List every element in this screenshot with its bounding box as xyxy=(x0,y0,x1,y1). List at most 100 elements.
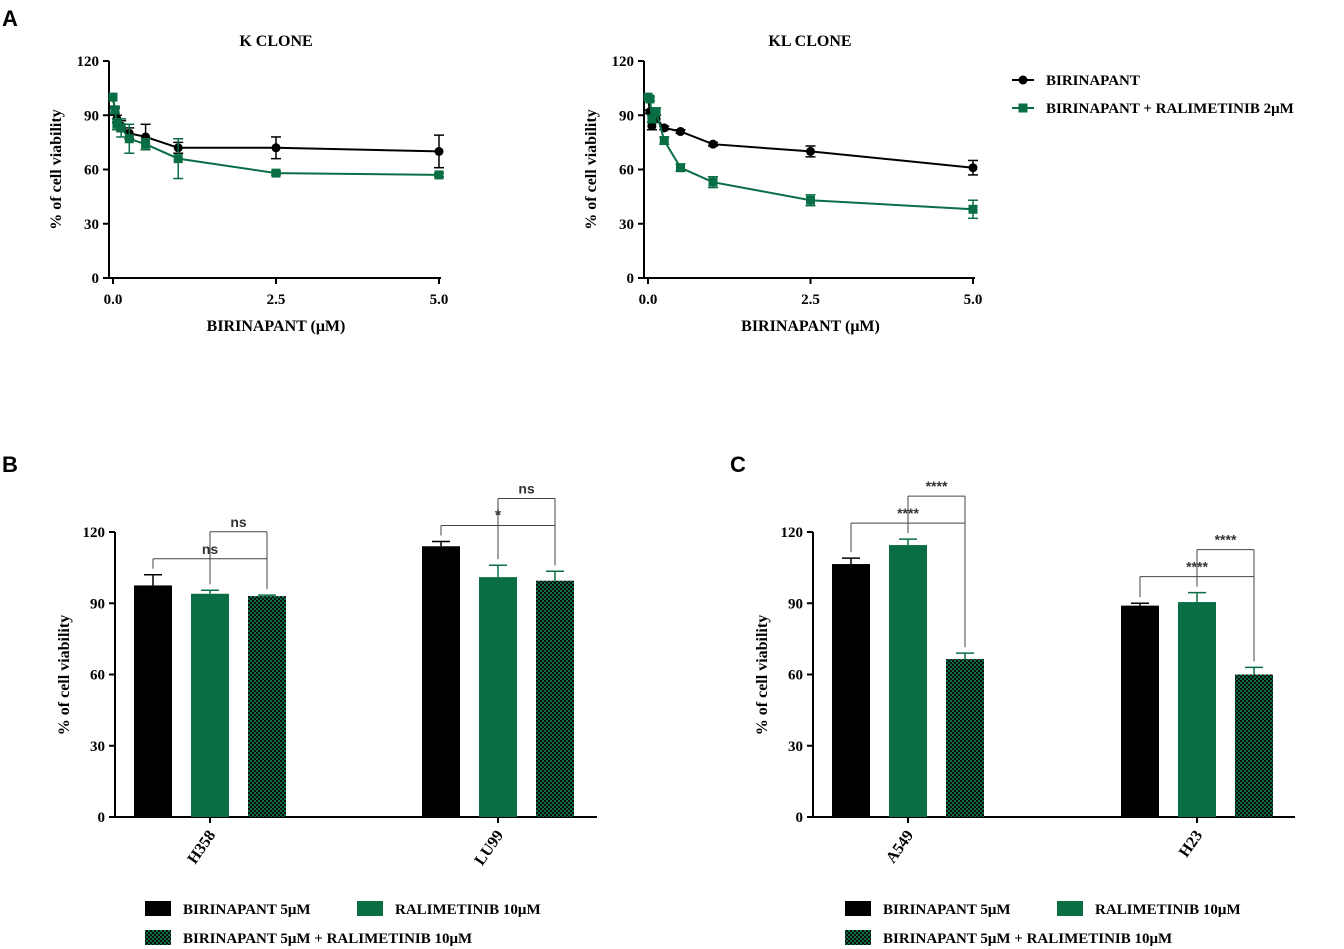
y-tick-label: 60 xyxy=(788,668,803,684)
y-tick-label: 120 xyxy=(83,525,106,541)
significance-bracket: ns xyxy=(209,514,268,590)
bar xyxy=(191,593,229,817)
data-point xyxy=(173,154,183,164)
legend-a-combo-marker xyxy=(1018,103,1028,113)
data-point xyxy=(116,123,126,133)
chart-title: K CLONE xyxy=(239,33,312,50)
k-clone-chart: K CLONE 0 30 60 90 120 0.0 2.5 5.0 BIRINAPANT (μM… xyxy=(48,33,448,335)
x-tick-label: 2.5 xyxy=(267,292,286,308)
x-tick-label: 5.0 xyxy=(964,292,983,308)
panel-label-a: A xyxy=(2,6,18,31)
category-group-h358 xyxy=(134,574,286,817)
legend-b-ralimetinib-label: RALIMETINIB 10μM xyxy=(395,902,541,918)
data-point xyxy=(806,195,815,205)
bar xyxy=(248,596,286,817)
kl-clone-chart: KL CLONE 0 30 60 90 120 0.0 2.5 5.0 BIRINAPANT (μ… xyxy=(583,33,982,335)
data-point xyxy=(676,163,685,173)
y-axis-label: % of cell viability xyxy=(56,615,73,735)
significance-label: **** xyxy=(1215,532,1237,548)
y-tick-label: 90 xyxy=(90,596,105,612)
chart-title: KL CLONE xyxy=(768,33,851,50)
y-tick-label: 90 xyxy=(788,596,803,612)
legend-c-birinapant-swatch xyxy=(845,901,871,916)
y-tick-label: 90 xyxy=(619,108,634,124)
data-point xyxy=(659,136,669,146)
series-birinapant xyxy=(643,92,978,176)
category-label: H358 xyxy=(184,828,219,868)
category-group-lu99 xyxy=(422,540,574,817)
y-axis-label: % of cell viability xyxy=(583,109,600,229)
y-tick-label: 120 xyxy=(77,54,100,70)
data-point xyxy=(645,94,655,104)
data-point xyxy=(108,92,118,102)
bar xyxy=(1121,605,1159,817)
x-tick-label: 5.0 xyxy=(430,292,449,308)
bar xyxy=(889,545,927,817)
data-point xyxy=(806,146,815,156)
x-axis-label: BIRINAPANT (μM) xyxy=(207,318,346,335)
data-point xyxy=(968,163,978,173)
series-birinapant xyxy=(108,92,444,169)
legend-c-birinapant-label: BIRINAPANT 5μM xyxy=(883,902,1011,918)
y-tick-label: 0 xyxy=(796,810,804,826)
legend-b: BIRINAPANT 5μM RALIMETINIB 10μM BIRINAPA… xyxy=(145,901,541,947)
x-tick-label: 0.0 xyxy=(104,292,123,308)
y-tick-label: 30 xyxy=(788,739,803,755)
legend-b-combo-swatch xyxy=(145,930,171,945)
y-tick-label: 30 xyxy=(84,217,99,233)
y-tick-label: 120 xyxy=(612,54,635,70)
data-point xyxy=(651,107,661,117)
data-point xyxy=(708,177,718,187)
data-point xyxy=(110,105,120,115)
data-point xyxy=(271,143,281,153)
bar xyxy=(422,546,460,817)
legend-a: BIRINAPANT BIRINAPANT + RALIMETINIB 2μM xyxy=(1012,73,1294,117)
category-label: A549 xyxy=(883,828,917,867)
y-tick-label: 0 xyxy=(98,810,106,826)
data-point xyxy=(708,139,718,149)
y-tick-label: 0 xyxy=(92,271,100,287)
significance-label: ns xyxy=(230,514,247,530)
data-point xyxy=(434,170,444,180)
series-combo xyxy=(108,92,444,180)
category-label: LU99 xyxy=(471,828,507,869)
significance-bracket: **** xyxy=(907,478,966,648)
data-point xyxy=(968,204,978,214)
bar xyxy=(479,577,517,817)
x-tick-label: 2.5 xyxy=(801,292,820,308)
data-point xyxy=(676,127,685,137)
panel-c-chart: 0 30 60 90 120 % of cell viability A549 H23 ****… xyxy=(754,478,1295,866)
series-line xyxy=(112,97,440,176)
legend-c-ralimetinib-swatch xyxy=(1057,901,1083,916)
y-tick-label: 60 xyxy=(90,668,105,684)
legend-c-combo-swatch xyxy=(845,930,871,945)
bar xyxy=(1178,602,1216,817)
legend-c-ralimetinib-label: RALIMETINIB 10μM xyxy=(1095,902,1241,918)
legend-b-birinapant-label: BIRINAPANT 5μM xyxy=(183,902,311,918)
y-tick-label: 90 xyxy=(84,108,99,124)
legend-c: BIRINAPANT 5μM RALIMETINIB 10μM BIRINAPA… xyxy=(845,901,1241,947)
legend-a-combo-label: BIRINAPANT + RALIMETINIB 2μM xyxy=(1046,101,1294,117)
category-group-h23 xyxy=(1121,591,1273,817)
y-tick-label: 30 xyxy=(619,217,634,233)
data-point xyxy=(647,121,657,131)
data-point xyxy=(647,114,657,124)
significance-label: ns xyxy=(518,481,535,497)
category-group-a549 xyxy=(832,538,984,817)
legend-a-birinapant-marker xyxy=(1018,75,1028,85)
data-point xyxy=(141,139,151,149)
significance-label: **** xyxy=(926,478,948,494)
y-tick-label: 60 xyxy=(619,163,634,179)
significance-bracket: **** xyxy=(1196,532,1255,662)
y-tick-label: 30 xyxy=(90,739,105,755)
y-axis-label: % of cell viability xyxy=(48,109,65,229)
y-tick-label: 0 xyxy=(627,271,635,287)
data-point xyxy=(271,168,281,178)
y-axis-label: % of cell viability xyxy=(754,615,771,735)
legend-b-combo-label: BIRINAPANT 5μM + RALIMETINIB 10μM xyxy=(183,931,472,947)
x-axis-label: BIRINAPANT (μM) xyxy=(741,318,880,335)
x-tick-label: 0.0 xyxy=(639,292,658,308)
bar xyxy=(946,659,984,817)
bar xyxy=(1235,674,1273,817)
series-combo xyxy=(643,92,978,220)
